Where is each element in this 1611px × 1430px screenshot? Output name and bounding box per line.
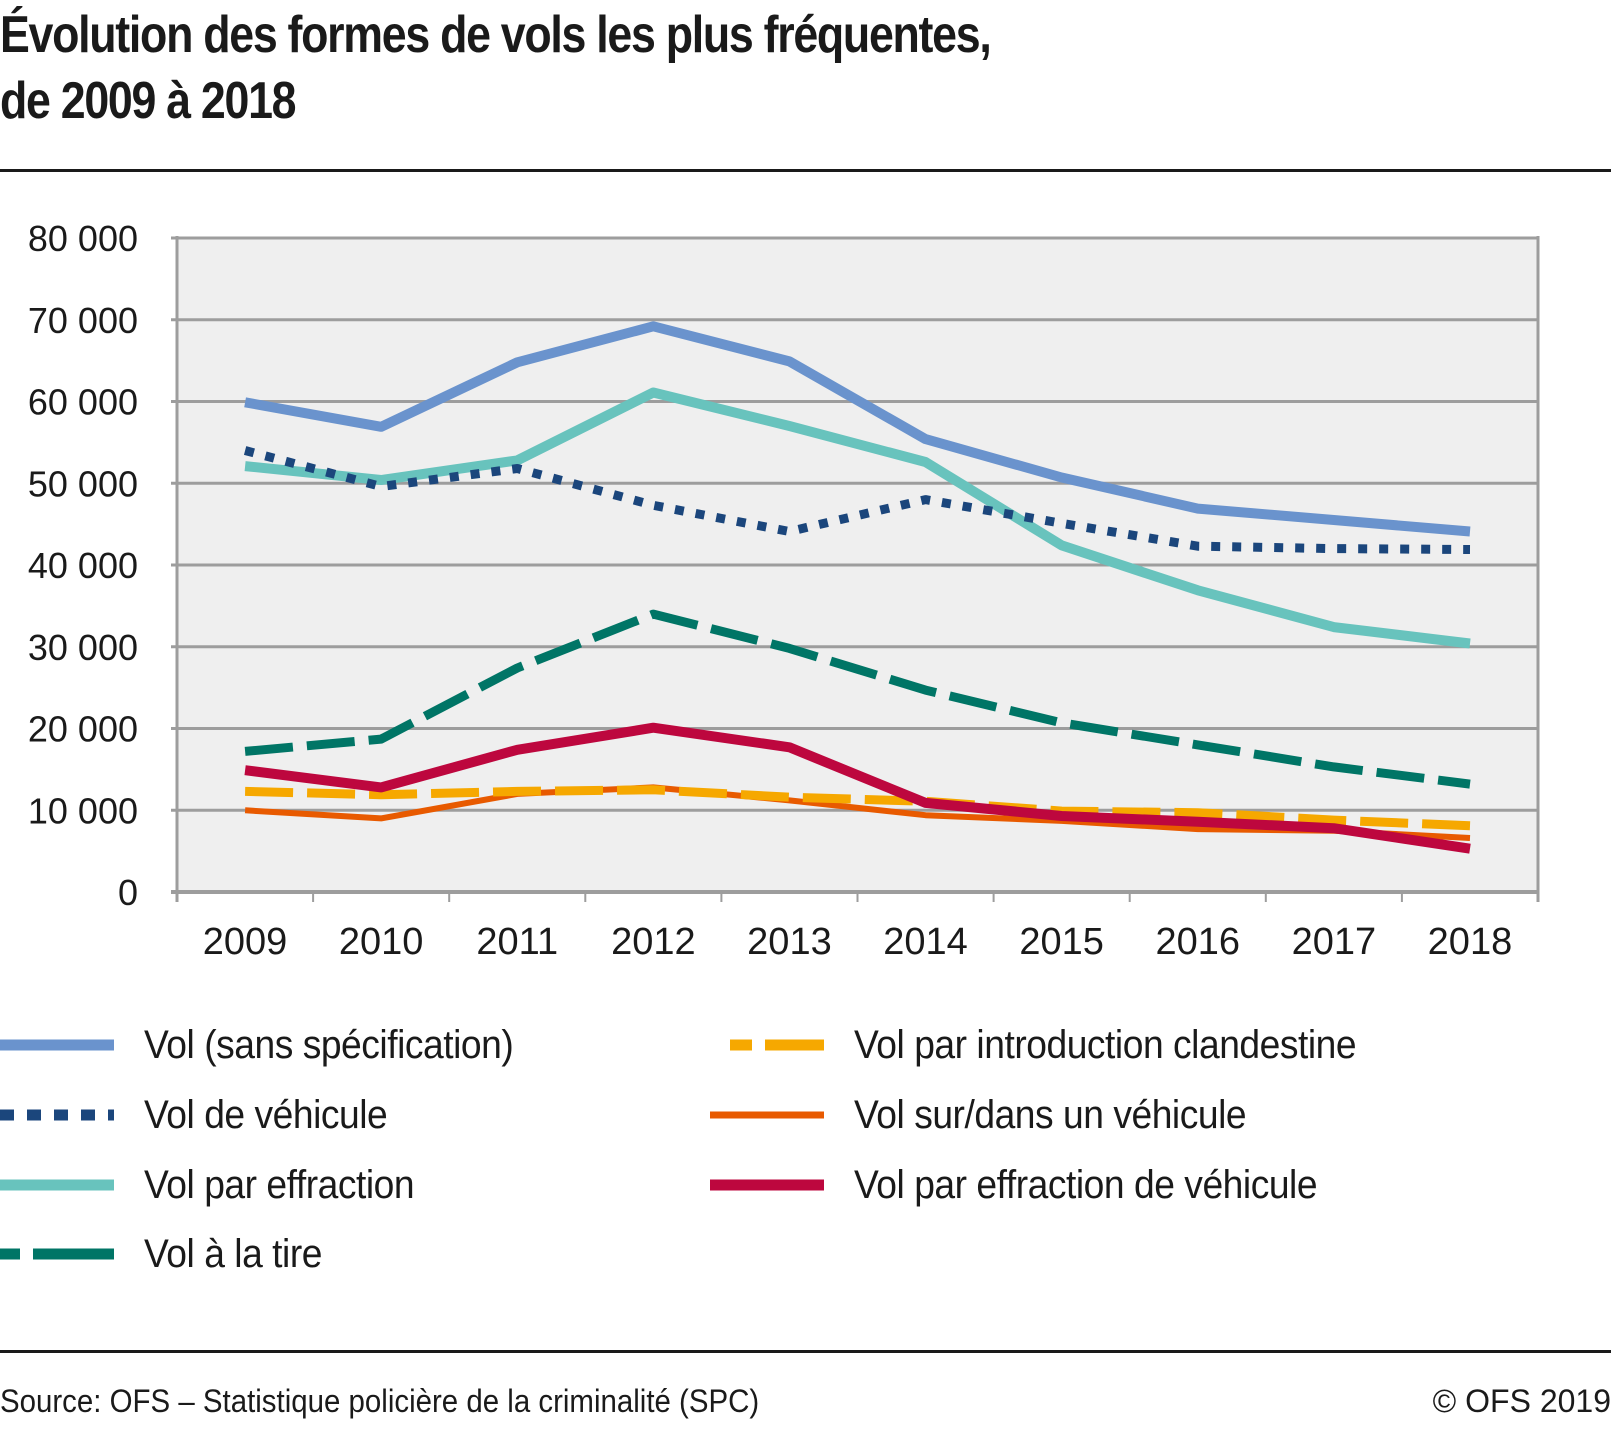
x-tick-label: 2017 (1292, 921, 1377, 963)
series-line-4 (244, 785, 1471, 831)
legend-swatch (0, 1179, 114, 1191)
x-tick-label: 2013 (747, 921, 832, 963)
legend-item: Vol par introduction clandestine (710, 1020, 1394, 1070)
y-tick-label: 40 000 (28, 545, 138, 586)
legend-label: Vol de véhicule (144, 1092, 388, 1137)
legend-swatch (0, 1039, 114, 1051)
legend-swatch (0, 1248, 114, 1260)
legend-label: Vol sur/dans un véhicule (854, 1092, 1247, 1137)
legend-swatch (710, 1039, 824, 1051)
legend-label: Vol (sans spécification) (144, 1022, 514, 1067)
legend: Vol (sans spécification) Vol de véhicule V… (0, 1020, 1611, 1300)
legend-item: Vol sur/dans un véhicule (710, 1090, 1276, 1140)
x-tick-label: 2016 (1155, 921, 1240, 963)
legend-label: Vol par effraction (144, 1162, 415, 1207)
y-tick-label: 30 000 (28, 627, 138, 668)
legend-item: Vol de véhicule (0, 1090, 406, 1140)
footer: Source: OFS – Statistique policière de l… (0, 1383, 1611, 1423)
x-tick-label: 2010 (339, 921, 424, 963)
line-chart: 0 10 000 20 000 30 000 40 000 50 000 60 000 70 … (28, 218, 1540, 963)
legend-item: Vol à la tire (0, 1229, 335, 1279)
x-tick-label: 2009 (203, 921, 288, 963)
y-tick-label: 80 000 (28, 218, 138, 259)
legend-swatch (710, 1111, 824, 1119)
y-tick-label: 20 000 (28, 709, 138, 750)
legend-label: Vol à la tire (144, 1231, 322, 1276)
series-line-3 (244, 609, 1471, 789)
x-tick-label: 2018 (1428, 921, 1513, 963)
legend-item: Vol (sans spécification) (0, 1020, 541, 1070)
x-tick-label: 2012 (611, 921, 696, 963)
bottom-divider (0, 1350, 1611, 1353)
y-tick-label: 10 000 (28, 790, 138, 831)
chart-title: Évolution des formes de vols les plus fr… (0, 2, 1376, 134)
y-axis-ticks: 0 10 000 20 000 30 000 40 000 50 000 60 000 70 … (28, 218, 138, 913)
legend-label: Vol par introduction clandestine (854, 1022, 1357, 1067)
chart-title-line-1: Évolution des formes de vols les plus fr… (0, 6, 992, 64)
legend-swatch (710, 1179, 824, 1191)
chart-title-line-2: de 2009 à 2018 (0, 72, 297, 130)
copyright: © OFS 2019 (1432, 1383, 1611, 1419)
y-tick-label: 50 000 (28, 463, 138, 504)
legend-label: Vol par effraction de véhicule (854, 1162, 1318, 1207)
y-tick-label: 70 000 (28, 300, 138, 341)
series-line-2 (244, 387, 1471, 649)
series-lines (243, 321, 1471, 854)
top-divider (0, 169, 1611, 172)
y-tick-label: 0 (118, 872, 138, 913)
legend-swatch (0, 1109, 114, 1121)
x-tick-label: 2011 (476, 921, 558, 963)
x-tick-label: 2014 (883, 921, 968, 963)
legend-item: Vol par effraction (0, 1160, 434, 1210)
source-note: Source: OFS – Statistique policière de l… (0, 1383, 760, 1419)
series-line-0 (244, 321, 1471, 537)
x-tick-label: 2015 (1019, 921, 1104, 963)
legend-item: Vol par effraction de véhicule (710, 1160, 1352, 1210)
y-tick-label: 60 000 (28, 382, 138, 423)
series-line-6 (244, 722, 1471, 854)
x-axis-ticks: 2009 2010 2011 2012 2013 2014 2015 2016 2017 2018 (176, 892, 1539, 963)
